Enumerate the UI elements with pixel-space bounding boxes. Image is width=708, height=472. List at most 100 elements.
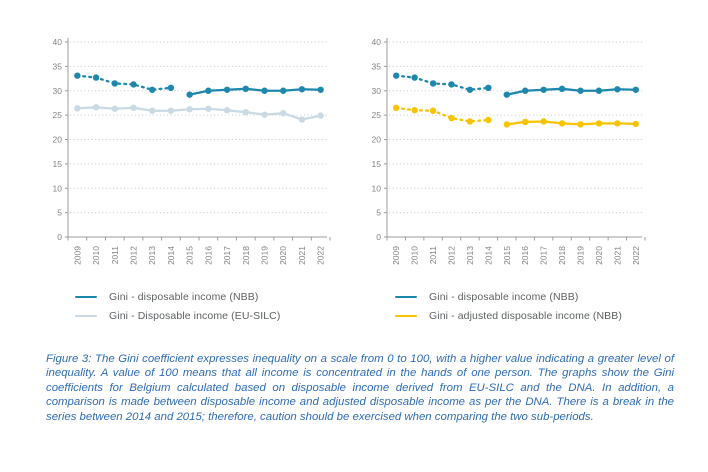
data-point xyxy=(242,109,249,116)
data-point xyxy=(149,86,156,93)
y-tick-label: 5 xyxy=(376,208,381,218)
data-point xyxy=(242,85,249,93)
x-tick-label: 2012 xyxy=(447,246,457,265)
y-tick-label: 25 xyxy=(53,110,63,120)
data-point xyxy=(595,120,603,127)
data-point xyxy=(74,105,81,112)
x-tick-label: 2020 xyxy=(278,246,288,265)
data-point xyxy=(448,114,455,122)
data-point xyxy=(632,120,639,128)
y-tick-label: 15 xyxy=(53,159,63,169)
data-point xyxy=(167,84,175,92)
data-point xyxy=(223,107,231,114)
data-point xyxy=(317,112,324,119)
x-tick-label: 2013 xyxy=(147,246,157,265)
y-tick-label: 0 xyxy=(57,232,62,242)
y-tick-label: 35 xyxy=(53,61,63,71)
data-point xyxy=(223,86,231,93)
data-point xyxy=(614,86,621,93)
data-point xyxy=(261,111,268,118)
x-tick-label: 2019 xyxy=(260,246,270,265)
figure-caption: Figure 3: The Gini coefficient expresses… xyxy=(46,353,674,423)
data-point xyxy=(111,80,118,87)
y-tick-label: 15 xyxy=(372,159,382,169)
data-point xyxy=(429,80,437,87)
x-tick-label: 2015 xyxy=(185,246,195,265)
data-point xyxy=(540,118,547,125)
data-point xyxy=(393,104,400,112)
x-tick-label: 2016 xyxy=(203,246,213,265)
data-point xyxy=(317,86,324,93)
x-tick-label: 2012 xyxy=(129,246,139,265)
data-point xyxy=(595,87,603,94)
data-point xyxy=(298,116,306,123)
data-point xyxy=(411,107,418,114)
data-point xyxy=(74,72,81,79)
legend-item-nbb-disposable: Gini - disposable income (NBB) xyxy=(75,290,280,304)
left-chart-legend: Gini - disposable income (NBB) Gini - Di… xyxy=(75,290,280,323)
y-tick-label: 0 xyxy=(376,232,381,242)
x-tick-label: 2021 xyxy=(297,246,307,265)
y-tick-label: 30 xyxy=(53,86,63,96)
data-point xyxy=(205,87,212,94)
x-tick-label: 2020 xyxy=(594,246,604,265)
data-point xyxy=(522,118,529,126)
x-tick-label: 2022 xyxy=(316,246,326,265)
data-point xyxy=(485,84,492,92)
data-point xyxy=(632,86,639,93)
data-point xyxy=(485,116,492,124)
legend-label: Gini - Disposable income (EU-SILC) xyxy=(109,310,281,322)
x-tick-label: 2017 xyxy=(539,246,549,265)
data-point xyxy=(130,81,137,88)
legend-item-nbb-adjusted-disposable: Gini - adjusted disposable income (NBB) xyxy=(395,309,622,323)
y-tick-label: 20 xyxy=(53,135,63,145)
x-tick-label: 2010 xyxy=(410,246,420,265)
y-tick-label: 40 xyxy=(53,37,63,47)
y-tick-label: 25 xyxy=(372,110,382,120)
data-point xyxy=(558,120,566,127)
left-gini-line-chart: 0 5 10 15 20 25 30 35 40 2009 2010 2011 2012 2013 2014… xyxy=(53,37,331,265)
legend-line-marker-lightblue xyxy=(75,314,97,318)
data-point xyxy=(149,107,156,114)
x-tick-label: 2016 xyxy=(520,246,530,265)
y-tick-label: 30 xyxy=(372,86,382,96)
x-tick-label: 2018 xyxy=(241,246,251,265)
data-point xyxy=(92,104,100,111)
x-tick-label: 2014 xyxy=(166,246,176,265)
legend-line-marker-yellow xyxy=(395,314,417,318)
data-point xyxy=(205,105,212,112)
x-tick-label: 2009 xyxy=(391,246,401,265)
data-point xyxy=(614,120,621,127)
data-point xyxy=(111,105,118,112)
data-point xyxy=(466,118,474,125)
data-point xyxy=(186,91,193,98)
data-point xyxy=(280,87,287,94)
y-tick-label: 40 xyxy=(372,37,382,47)
series-line xyxy=(395,74,490,91)
legend-line-marker-blue xyxy=(75,295,97,299)
data-point xyxy=(411,74,418,81)
data-point xyxy=(298,86,306,93)
legend-label: Gini - adjusted disposable income (NBB) xyxy=(429,310,622,322)
right-chart-legend: Gini - disposable income (NBB) Gini - ad… xyxy=(395,290,622,323)
y-tick-label: 20 xyxy=(372,135,382,145)
legend-item-eusilc-disposable: Gini - Disposable income (EU-SILC) xyxy=(75,309,280,323)
data-point xyxy=(577,87,584,94)
data-point xyxy=(429,107,437,114)
data-point xyxy=(92,74,100,81)
data-point xyxy=(280,109,287,117)
legend-line-marker-blue xyxy=(395,295,417,299)
data-point xyxy=(522,87,529,94)
series-line xyxy=(395,106,490,123)
data-point xyxy=(466,86,474,93)
legend-label: Gini - disposable income (NBB) xyxy=(429,291,579,303)
data-point xyxy=(503,121,510,128)
y-tick-label: 10 xyxy=(372,183,382,193)
x-tick-label: 2013 xyxy=(465,246,475,265)
data-point xyxy=(130,104,137,112)
x-tick-label: 2021 xyxy=(612,246,622,265)
x-tick-label: 2010 xyxy=(91,246,101,265)
data-point xyxy=(558,85,566,93)
data-point xyxy=(448,81,455,88)
